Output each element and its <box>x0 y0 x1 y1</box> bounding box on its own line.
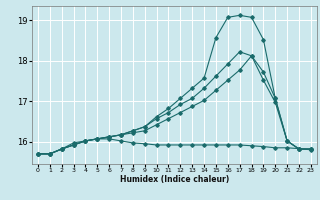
X-axis label: Humidex (Indice chaleur): Humidex (Indice chaleur) <box>120 175 229 184</box>
